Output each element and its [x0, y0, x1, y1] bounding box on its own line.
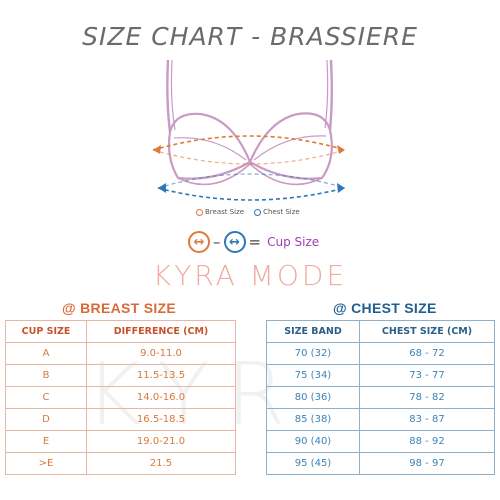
size-band-cell: 70 (32): [266, 342, 360, 365]
chest-size-heading: @ CHEST SIZE: [333, 300, 437, 316]
equals-sign: =: [248, 233, 262, 251]
size-band-cell: 85 (38): [266, 408, 360, 431]
difference-cell: 16.5-18.5: [86, 408, 236, 431]
page-title: SIZE CHART - BRASSIERE: [82, 22, 418, 51]
minus-sign: –: [213, 233, 221, 251]
table-row: 95 (45) 98 - 97: [266, 452, 495, 475]
table-row: >E 21.5: [5, 452, 236, 475]
chest-size-cell: 88 - 92: [359, 430, 495, 453]
size-band-cell: 95 (45): [266, 452, 360, 475]
cup-size-label: Cup Size: [267, 235, 320, 249]
measure-legend: Breast Size Chest Size: [196, 208, 300, 216]
breast-size-icon: [196, 208, 203, 216]
difference-cell: 11.5-13.5: [86, 364, 236, 387]
table-row: 90 (40) 88 - 92: [266, 430, 495, 453]
table-row: 75 (34) 73 - 77: [266, 364, 495, 387]
table-row: E 19.0-21.0: [5, 430, 236, 453]
column-header-chest-size: CHEST SIZE (CM): [359, 320, 495, 343]
size-band-cell: 80 (36): [266, 386, 360, 409]
table-row: B 11.5-13.5: [5, 364, 236, 387]
chest-size-cell: 83 - 87: [359, 408, 495, 431]
column-header-size-band: SIZE BAND: [266, 320, 360, 343]
difference-cell: 14.0-16.0: [86, 386, 236, 409]
column-header-difference: DIFFERENCE (CM): [86, 320, 236, 343]
bra-illustration: [152, 59, 346, 201]
chest-size-table: SIZE BAND CHEST SIZE (CM) 70 (32) 68 - 7…: [266, 320, 495, 475]
table-row: A 9.0-11.0: [5, 342, 236, 365]
breast-measure-icon: ↔: [188, 231, 210, 253]
size-band-cell: 75 (34): [266, 364, 360, 387]
breast-size-table: CUP SIZE DIFFERENCE (CM) A 9.0-11.0 B 11…: [5, 320, 236, 475]
table-header-row: SIZE BAND CHEST SIZE (CM): [266, 320, 495, 343]
table-row: D 16.5-18.5: [5, 408, 236, 431]
chest-size-cell: 78 - 82: [359, 386, 495, 409]
cup-size-cell: C: [5, 386, 87, 409]
table-row: 80 (36) 78 - 82: [266, 386, 495, 409]
difference-cell: 19.0-21.0: [86, 430, 236, 453]
table-row: 85 (38) 83 - 87: [266, 408, 495, 431]
table-row: 70 (32) 68 - 72: [266, 342, 495, 365]
legend-breast-label: Breast Size: [205, 208, 245, 216]
cup-size-cell: D: [5, 408, 87, 431]
chest-measure-icon: ↔: [223, 231, 246, 253]
chest-size-cell: 73 - 77: [359, 364, 495, 387]
chest-size-cell: 68 - 72: [359, 342, 495, 365]
legend-chest-size: Chest Size: [254, 208, 300, 216]
legend-chest-label: Chest Size: [263, 208, 300, 216]
cup-size-cell: E: [5, 430, 87, 453]
cup-size-cell: B: [5, 364, 87, 387]
chest-size-cell: 98 - 97: [359, 452, 495, 475]
column-header-cup-size: CUP SIZE: [5, 320, 87, 343]
size-band-cell: 90 (40): [266, 430, 360, 453]
cup-size-cell: A: [5, 342, 87, 365]
cup-size-cell: >E: [5, 452, 87, 475]
difference-cell: 9.0-11.0: [86, 342, 236, 365]
chest-size-icon: [254, 208, 262, 216]
difference-cell: 21.5: [86, 452, 236, 475]
legend-breast-size: Breast Size: [196, 208, 244, 216]
table-header-row: CUP SIZE DIFFERENCE (CM): [5, 320, 236, 343]
breast-size-heading: @ BREAST SIZE: [62, 300, 177, 316]
table-row: C 14.0-16.0: [5, 386, 236, 409]
cup-size-formula: ↔ – ↔ = Cup Size: [188, 230, 319, 254]
brand-logo-text: KYRA MODE: [152, 259, 348, 292]
